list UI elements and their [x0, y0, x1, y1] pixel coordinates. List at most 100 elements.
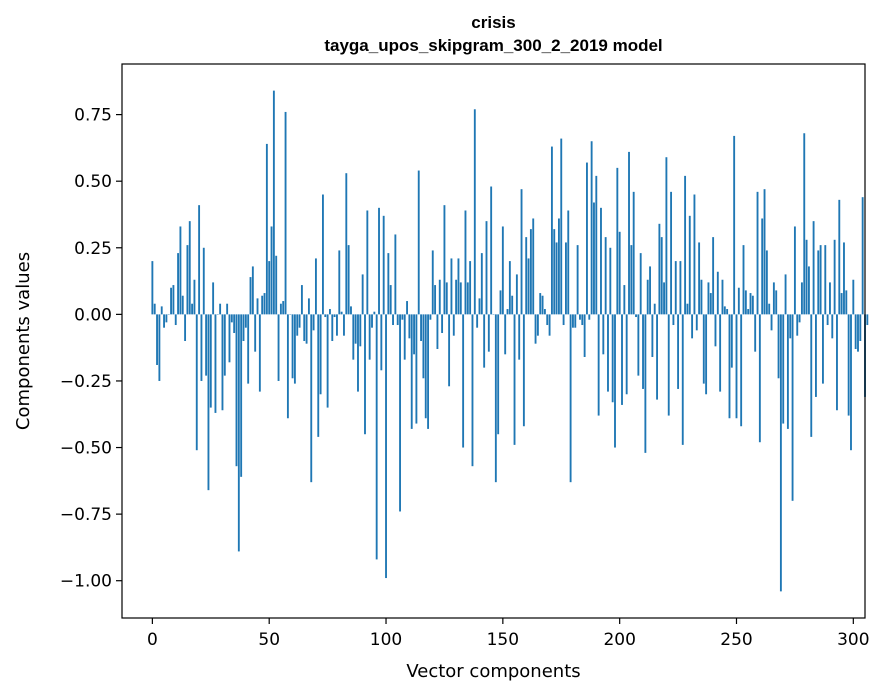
bar: [237, 314, 240, 552]
bar: [382, 215, 385, 315]
bar: [817, 250, 820, 315]
bar: [307, 298, 310, 315]
bar: [604, 237, 607, 315]
bar: [737, 287, 740, 315]
bar: [609, 247, 612, 315]
bar: [265, 143, 268, 315]
bar: [508, 261, 511, 315]
bar: [457, 258, 460, 315]
bar: [805, 239, 808, 315]
bar: [312, 314, 315, 331]
bar: [822, 314, 824, 384]
bar: [836, 314, 838, 411]
bar: [588, 314, 591, 320]
bar: [698, 242, 701, 315]
bar: [651, 314, 654, 357]
x-tick-label: 50: [258, 630, 280, 650]
bar: [695, 314, 698, 331]
bar: [632, 191, 635, 315]
bar: [209, 314, 212, 408]
bar: [329, 309, 331, 315]
bar: [174, 314, 177, 326]
bar: [333, 314, 336, 318]
bar: [721, 279, 724, 315]
bar: [352, 314, 355, 360]
bar: [431, 250, 434, 315]
bar: [478, 298, 481, 315]
bar: [852, 279, 855, 315]
bar: [303, 314, 306, 341]
bar: [172, 285, 175, 315]
bar: [258, 314, 261, 392]
bar: [740, 314, 743, 427]
bar: [581, 314, 584, 326]
bar: [621, 314, 623, 405]
bar: [712, 237, 715, 315]
bar: [436, 314, 439, 349]
bar: [639, 253, 642, 315]
chart-subtitle: tayga_upos_skipgram_300_2_2019 model: [324, 36, 662, 55]
bar: [850, 314, 852, 451]
bar: [751, 295, 754, 315]
bar: [317, 314, 320, 437]
bar: [660, 237, 663, 315]
bar: [859, 314, 862, 341]
bar: [847, 314, 850, 416]
bar: [803, 133, 806, 315]
bar: [200, 314, 203, 381]
bar: [282, 301, 285, 315]
bar: [539, 293, 542, 315]
bar: [793, 226, 796, 315]
bar: [212, 282, 215, 315]
bar: [810, 314, 813, 437]
bar: [520, 189, 523, 315]
bar: [279, 303, 282, 315]
bar: [291, 314, 294, 379]
bar: [628, 151, 630, 315]
bar: [623, 285, 626, 315]
bar: [611, 314, 614, 403]
bar: [515, 274, 518, 315]
bar: [373, 311, 376, 315]
bar: [408, 314, 411, 339]
bar: [359, 314, 362, 347]
bar: [614, 314, 616, 448]
bar: [550, 146, 553, 315]
chart-title: crisis: [471, 13, 515, 32]
bar: [441, 314, 444, 334]
bar: [595, 175, 598, 315]
y-tick-label: −0.75: [60, 505, 112, 525]
bar: [275, 255, 278, 315]
bar: [572, 314, 574, 328]
bar: [249, 277, 252, 315]
bar: [679, 261, 682, 315]
bar: [242, 314, 245, 341]
x-tick-label: 250: [720, 630, 752, 650]
bar: [845, 290, 848, 315]
bar: [796, 314, 799, 336]
bar: [833, 239, 836, 315]
bar: [151, 261, 154, 315]
bar: [693, 194, 696, 315]
bar: [401, 314, 404, 320]
bar: [205, 314, 208, 376]
bar: [450, 258, 453, 315]
bar: [728, 314, 731, 419]
bar: [555, 242, 558, 315]
bar: [807, 266, 810, 315]
bar: [684, 175, 687, 315]
bar: [251, 266, 254, 315]
bar: [170, 287, 172, 315]
bar: [247, 314, 250, 384]
y-tick-label: −0.50: [60, 439, 112, 459]
bar: [579, 314, 581, 320]
bar: [345, 173, 348, 315]
bar: [396, 314, 399, 326]
bar: [464, 210, 467, 315]
bar: [630, 245, 633, 315]
bar: [469, 261, 472, 315]
bar: [775, 290, 778, 315]
bar: [156, 314, 158, 365]
bar: [700, 279, 703, 315]
bar: [483, 314, 486, 368]
